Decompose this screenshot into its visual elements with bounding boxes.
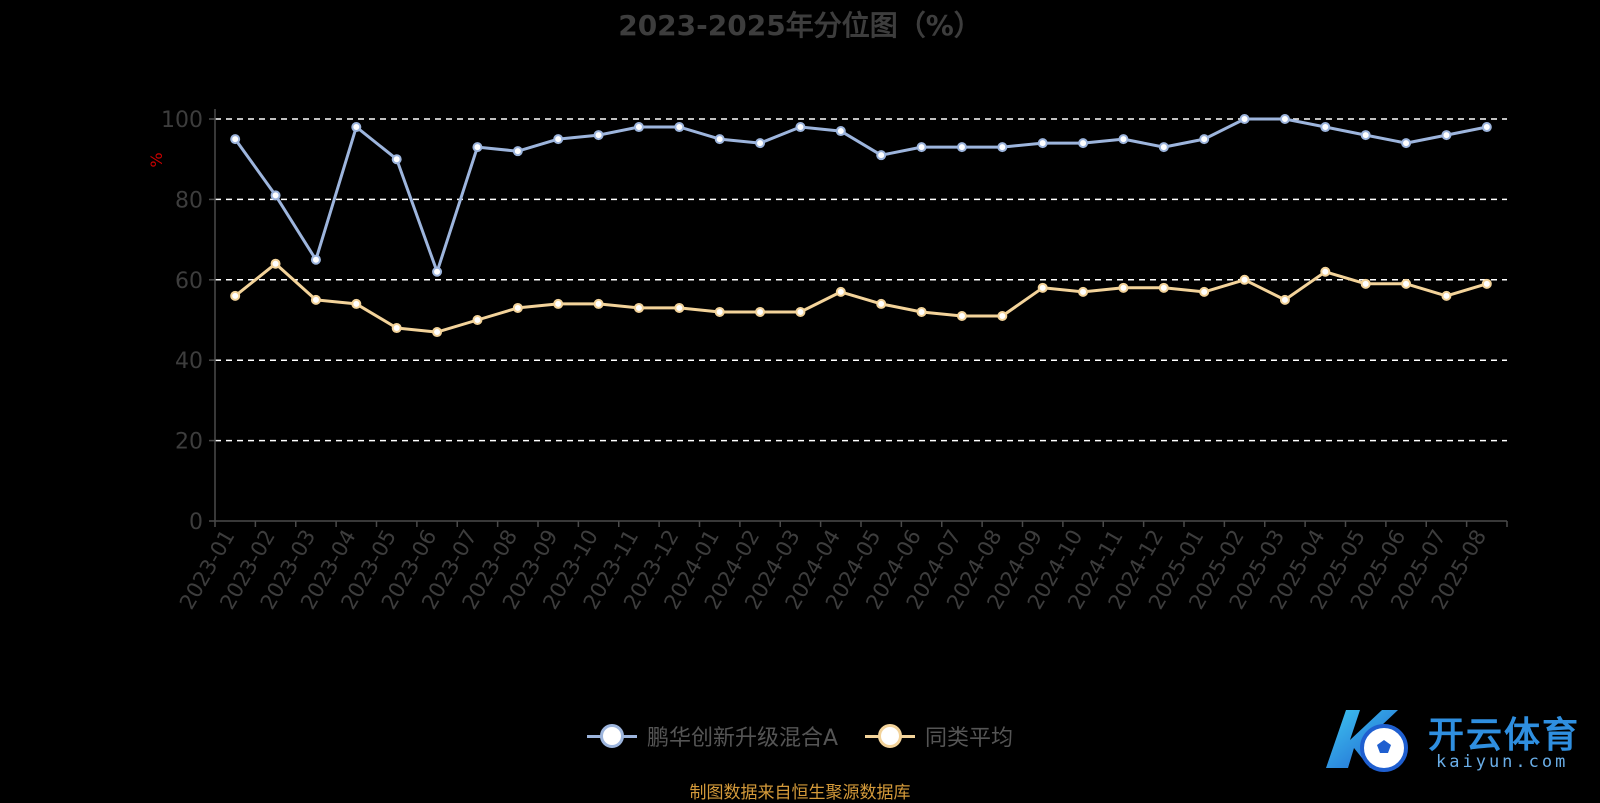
data-point — [230, 134, 241, 145]
data-point — [391, 154, 402, 165]
data-point — [432, 266, 443, 277]
y-axis-label: % — [147, 152, 166, 167]
data-point — [916, 142, 927, 153]
data-point — [876, 298, 887, 309]
watermark-url: kaiyun.com — [1436, 752, 1569, 772]
data-point — [1441, 290, 1452, 301]
data-point — [633, 122, 644, 133]
data-point — [351, 122, 362, 133]
y-tick-label: 80 — [175, 188, 203, 213]
data-point — [1037, 282, 1048, 293]
data-point — [795, 306, 806, 317]
data-point — [835, 286, 846, 297]
data-point — [351, 298, 362, 309]
watermark-text: 开云体育 — [1428, 715, 1581, 756]
data-point — [755, 306, 766, 317]
data-point — [714, 306, 725, 317]
data-point — [916, 306, 927, 317]
legend-label-fund: 鹏华创新升级混合A — [646, 726, 839, 751]
data-point — [310, 254, 321, 265]
data-point — [1239, 274, 1250, 285]
data-point — [1481, 122, 1492, 133]
legend-item-fund[interactable]: 鹏华创新升级混合A — [586, 720, 839, 752]
legend-item-average[interactable]: 同类平均 — [865, 720, 1013, 752]
data-point — [432, 327, 443, 338]
data-point — [674, 302, 685, 313]
legend-label-average: 同类平均 — [925, 726, 1014, 751]
data-point — [230, 290, 241, 301]
data-point — [1320, 266, 1331, 277]
data-point — [553, 134, 564, 145]
data-point — [512, 146, 523, 157]
data-point — [593, 130, 604, 141]
data-point — [1118, 282, 1129, 293]
series-line-1 — [234, 262, 1488, 334]
legend-marker-icon — [586, 724, 637, 748]
data-point — [674, 122, 685, 133]
data-point — [835, 126, 846, 137]
data-point — [472, 315, 483, 325]
data-point — [270, 190, 281, 201]
data-point — [553, 298, 564, 309]
data-point — [795, 122, 806, 133]
data-point — [956, 310, 967, 321]
data-point — [1360, 130, 1371, 141]
data-point — [956, 142, 967, 153]
legend-marker-icon — [865, 724, 916, 748]
data-point — [593, 298, 604, 309]
data-point — [876, 150, 887, 161]
legend: 鹏华创新升级混合A 同类平均 — [0, 720, 1600, 754]
soccer-ball-icon — [1326, 710, 1408, 772]
data-point — [755, 138, 766, 149]
data-point — [1118, 134, 1129, 145]
data-point — [1320, 122, 1331, 133]
data-point — [1279, 294, 1290, 305]
chart-title: 2023-2025年分位图（%） — [618, 9, 982, 42]
data-point — [270, 258, 281, 269]
data-point — [1037, 138, 1048, 149]
series-line-0 — [233, 117, 1488, 274]
data-point — [391, 323, 402, 334]
watermark-logo: 开云体育 kaiyun.com — [1312, 700, 1592, 780]
data-point — [472, 142, 483, 153]
data-point — [1441, 130, 1452, 141]
y-tick-label: 100 — [161, 108, 203, 133]
y-tick-label: 20 — [175, 430, 203, 455]
data-point — [310, 294, 321, 305]
data-point — [714, 134, 725, 145]
series-lines — [230, 114, 1492, 338]
data-point — [1401, 138, 1412, 149]
data-point — [1481, 278, 1492, 289]
data-point — [1239, 114, 1250, 124]
axes — [209, 109, 1508, 527]
data-point — [1401, 278, 1412, 289]
y-tick-label: 0 — [189, 510, 203, 535]
data-point — [997, 310, 1008, 321]
data-point — [633, 302, 644, 313]
y-tick-label: 60 — [175, 269, 203, 294]
data-point — [1360, 278, 1371, 289]
data-point — [1279, 114, 1290, 124]
data-point — [1199, 134, 1210, 145]
data-point — [1078, 286, 1089, 297]
data-point — [512, 302, 523, 313]
data-point — [1158, 142, 1169, 153]
data-point — [997, 142, 1008, 153]
data-source-note: 制图数据来自恒生聚源数据库 — [689, 783, 911, 803]
data-point — [1078, 138, 1089, 149]
data-point — [1199, 286, 1210, 297]
y-tick-label: 40 — [175, 349, 203, 374]
data-point — [1158, 282, 1169, 293]
